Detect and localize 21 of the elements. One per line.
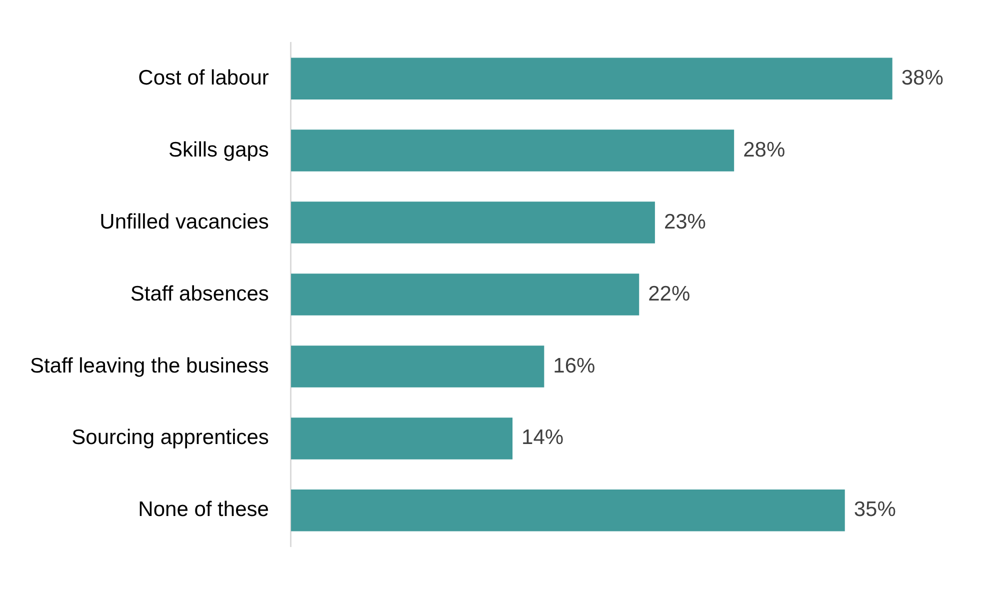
data-label: 38%	[901, 66, 944, 90]
bar	[290, 202, 655, 244]
bar	[290, 346, 544, 388]
y-tick-label: None of these	[138, 498, 269, 522]
data-label: 28%	[743, 138, 786, 162]
bar	[290, 130, 734, 172]
y-tick-label: Cost of labour	[138, 66, 269, 90]
data-label: 16%	[553, 354, 596, 378]
data-label: 14%	[522, 426, 564, 450]
bar	[290, 274, 640, 316]
y-tick-label: Staff leaving the business	[30, 354, 269, 378]
data-label: 35%	[854, 498, 896, 522]
data-label: 23%	[664, 210, 706, 234]
bar	[290, 418, 513, 460]
bar	[290, 58, 892, 100]
y-tick-label: Unfilled vacancies	[100, 210, 269, 234]
y-tick-label: Sourcing apprentices	[72, 426, 269, 450]
data-label: 22%	[648, 282, 690, 306]
bar	[290, 490, 845, 532]
y-tick-label: Skills gaps	[168, 138, 269, 162]
y-tick-label: Staff absences	[130, 282, 269, 306]
